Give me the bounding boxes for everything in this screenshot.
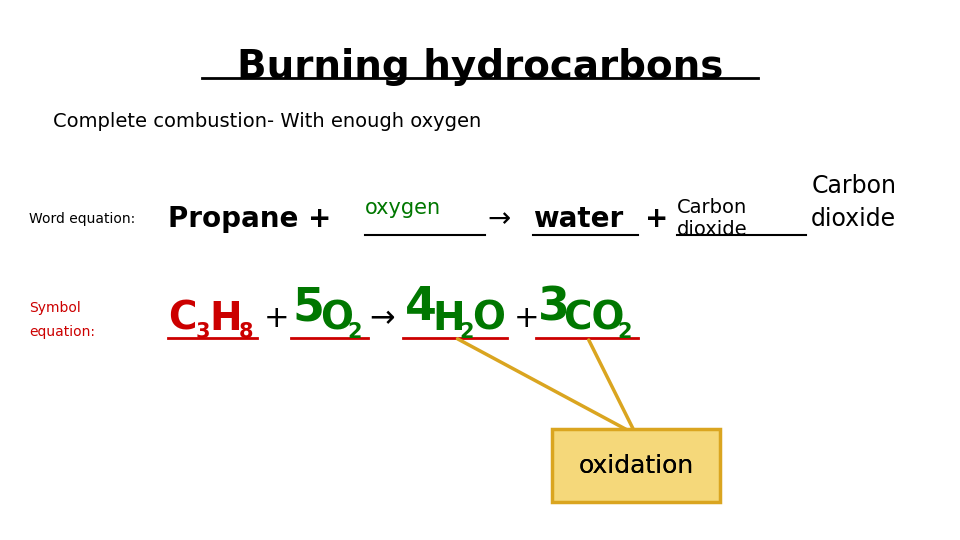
Text: O: O <box>320 300 352 338</box>
Text: →: → <box>370 304 395 333</box>
Text: Carbon
dioxide: Carbon dioxide <box>677 198 748 239</box>
Text: 2: 2 <box>617 322 632 342</box>
Text: 4: 4 <box>405 285 437 330</box>
Text: C: C <box>168 300 197 338</box>
Text: 3: 3 <box>538 285 569 330</box>
Text: water: water <box>533 205 623 233</box>
FancyBboxPatch shape <box>552 429 720 502</box>
Text: →: → <box>488 205 511 233</box>
Text: Complete combustion- With enough oxygen: Complete combustion- With enough oxygen <box>53 112 481 131</box>
Text: 2: 2 <box>460 322 474 342</box>
Text: H: H <box>209 300 242 338</box>
Text: Burning hydrocarbons: Burning hydrocarbons <box>237 49 723 86</box>
Text: H: H <box>432 300 465 338</box>
Text: 5: 5 <box>293 285 324 330</box>
Text: 2: 2 <box>348 322 362 342</box>
Text: oxygen: oxygen <box>365 198 441 218</box>
Text: O: O <box>472 300 505 338</box>
Text: 8: 8 <box>239 322 253 342</box>
Text: Symbol: Symbol <box>29 301 81 315</box>
Text: +: + <box>264 304 290 333</box>
Text: oxidation: oxidation <box>578 454 694 478</box>
Text: dioxide: dioxide <box>811 207 897 231</box>
Text: Word equation:: Word equation: <box>29 212 135 226</box>
Text: Carbon: Carbon <box>811 174 897 198</box>
Text: +: + <box>645 205 668 233</box>
Text: +: + <box>514 304 540 333</box>
Text: oxidation: oxidation <box>578 454 694 478</box>
Text: equation:: equation: <box>29 325 95 339</box>
Text: 3: 3 <box>196 322 210 342</box>
Text: Propane +: Propane + <box>168 205 331 233</box>
Text: CO: CO <box>564 300 625 338</box>
